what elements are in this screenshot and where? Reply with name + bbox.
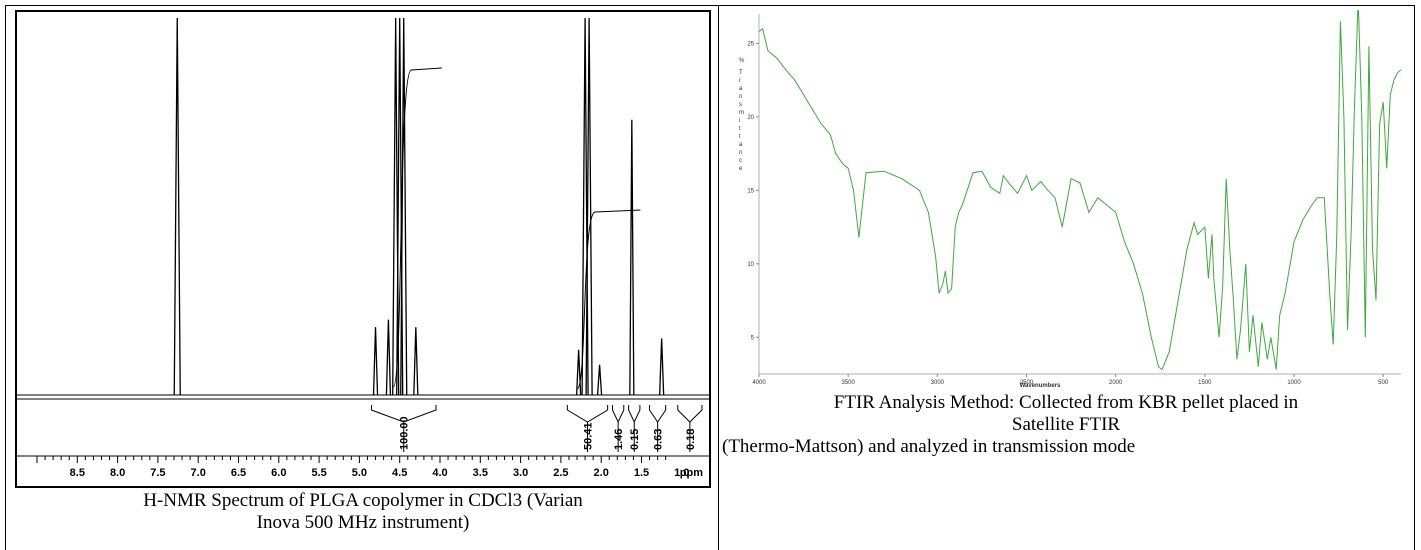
- ftir-y-tick-label: 20: [747, 115, 754, 121]
- nmr-x-tick-label: 8.0: [110, 467, 125, 479]
- ftir-x-tick-label: 4000: [752, 380, 766, 386]
- nmr-integral-bracket: [566, 405, 609, 423]
- nmr-peak: [372, 327, 379, 396]
- nmr-x-tick-label: 7.5: [150, 467, 165, 479]
- nmr-integral-label: 0.18: [685, 429, 697, 450]
- nmr-caption-line2: Inova 500 MHz instrument): [256, 512, 470, 533]
- ftir-y-tick-label: 5: [751, 335, 755, 341]
- ftir-x-tick-label: 2000: [1109, 380, 1123, 386]
- nmr-figure: 100.00 50.41 1.46 0.15 0.63 0.18 8.5 8.0 7.5 7.0 6…: [15, 10, 711, 488]
- ftir-y-axis-label-char: t: [739, 134, 741, 140]
- nmr-x-tick-label: 2.0: [594, 467, 609, 479]
- ftir-y-axis-label-char: t: [739, 126, 741, 132]
- ftir-x-tick-label: 3500: [841, 380, 855, 386]
- ftir-y-axis-label-char: r: [739, 78, 741, 84]
- nmr-x-tick-label: 1.0: [674, 467, 689, 479]
- ftir-y-axis-label-char: i: [739, 118, 740, 124]
- ftir-y-axis-label-char: a: [739, 86, 743, 92]
- nmr-peak: [173, 17, 181, 396]
- nmr-x-tick-label: 6.5: [231, 467, 246, 479]
- ftir-y-axis-label-char: %: [739, 58, 745, 64]
- ftir-spectrum-line: [758, 0, 1402, 371]
- ftir-y-axis-label-char: n: [739, 150, 742, 156]
- nmr-x-tick-label: 5.0: [352, 467, 367, 479]
- nmr-integral-bracket: [649, 405, 667, 423]
- nmr-caption-line1: H-NMR Spectrum of PLGA copolymer in CDCl…: [143, 490, 583, 511]
- nmr-x-tick-label: 8.5: [70, 467, 85, 479]
- table-border-middle: [718, 5, 719, 550]
- ftir-x-tick-label: 500: [1378, 380, 1389, 386]
- nmr-x-tick-label: 2.5: [553, 467, 568, 479]
- ftir-x-tick-label: 1500: [1198, 380, 1212, 386]
- ftir-y-axis-label-char: s: [739, 102, 742, 108]
- ftir-y-tick-label: 15: [747, 188, 754, 194]
- nmr-caption: H-NMR Spectrum of PLGA copolymer in CDCl…: [15, 490, 711, 534]
- nmr-x-tick-label: 3.5: [473, 467, 488, 479]
- nmr-integral-label: 100.00: [399, 416, 411, 450]
- nmr-peak: [596, 364, 603, 396]
- ftir-caption-line3: (Thermo-Mattson) and analyzed in transmi…: [722, 436, 1136, 457]
- nmr-integral-bracket: [611, 405, 625, 424]
- nmr-x-tick-label: 7.0: [191, 467, 206, 479]
- nmr-x-tick-label: 1.5: [634, 467, 649, 479]
- nmr-x-tick-label: 4.0: [432, 467, 447, 479]
- nmr-peak: [659, 338, 665, 396]
- nmr-integral-curve: [392, 67, 442, 388]
- nmr-integral-bracket: [677, 405, 703, 423]
- nmr-integral-label: 0.63: [653, 429, 665, 450]
- nmr-integral-curve: [576, 209, 641, 390]
- nmr-peak: [575, 349, 582, 396]
- ftir-caption-line1: FTIR Analysis Method: Collected from KBR…: [833, 392, 1299, 413]
- nmr-integral-label: 0.15: [629, 429, 641, 450]
- nmr-x-tick-label: 3.0: [513, 467, 528, 479]
- nmr-peak: [629, 119, 635, 396]
- nmr-peak: [413, 327, 419, 396]
- ftir-x-axis-label: Wavenumbers: [1020, 383, 1061, 388]
- nmr-x-tick-label: 5.5: [311, 467, 326, 479]
- nmr-integral-bracket: [628, 405, 641, 424]
- table-border-left: [5, 5, 6, 550]
- nmr-peak: [585, 17, 593, 396]
- ftir-caption-line2: Satellite FTIR: [1011, 414, 1121, 435]
- ftir-y-axis-label-char: T: [739, 70, 743, 76]
- nmr-peak: [385, 319, 392, 396]
- nmr-integral-label: 1.46: [613, 429, 625, 450]
- ftir-y-tick-label: 25: [747, 41, 754, 47]
- table-border-right: [1414, 5, 1415, 550]
- nmr-integral-label: 50.41: [582, 422, 594, 450]
- ftir-y-axis-label-char: c: [739, 158, 742, 164]
- ftir-x-tick-label: 2500: [1020, 380, 1034, 386]
- ftir-x-tick-label: 1000: [1287, 380, 1301, 386]
- nmr-x-axis-label: ppm: [680, 467, 703, 479]
- nmr-x-tick-label: 6.0: [271, 467, 286, 479]
- ftir-x-tick-label: 3000: [931, 380, 945, 386]
- ftir-y-tick-label: 10: [747, 262, 754, 268]
- ftir-caption: FTIR Analysis Method: Collected from KBR…: [718, 392, 1414, 458]
- nmr-peak: [400, 17, 408, 396]
- ftir-y-axis-label-char: a: [739, 142, 743, 148]
- ftir-y-axis-label-char: e: [739, 166, 743, 172]
- nmr-x-tick-label: 4.5: [392, 467, 407, 479]
- ftir-y-axis-label-char: n: [739, 94, 742, 100]
- ftir-y-axis-label-char: m: [739, 110, 744, 116]
- nmr-spectrum-chart: 100.00 50.41 1.46 0.15 0.63 0.18 8.5 8.0 7.5 7.0 6…: [17, 17, 709, 479]
- table-border-top: [5, 5, 1415, 6]
